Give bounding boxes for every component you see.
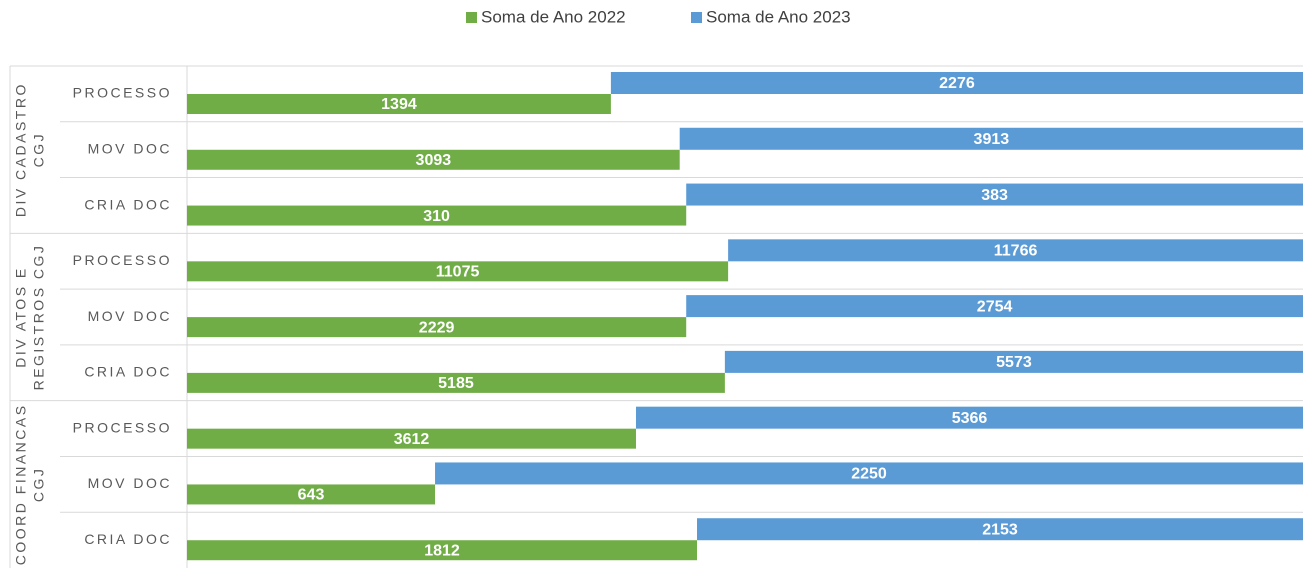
category-label: PROCESSO — [73, 252, 172, 268]
bar — [187, 261, 729, 282]
value-label: 3093 — [416, 152, 452, 169]
group-label: DIV ATOS E — [13, 266, 29, 368]
bar — [187, 484, 436, 505]
value-label: 5573 — [996, 354, 1032, 371]
value-label: 643 — [298, 487, 325, 504]
value-label: 2754 — [977, 298, 1013, 315]
category-label: MOV DOC — [88, 140, 172, 156]
legend-label: Soma de Ano 2022 — [481, 7, 626, 26]
value-label: 2250 — [851, 466, 887, 483]
group-label: COORD FINANCAS — [13, 403, 29, 565]
category-label: CRIA DOC — [84, 531, 172, 547]
legend-swatch — [466, 12, 477, 23]
bar — [187, 372, 725, 393]
value-label: 11075 — [436, 264, 480, 281]
value-label: 5366 — [952, 410, 988, 427]
bar — [187, 205, 687, 226]
bar — [187, 428, 636, 449]
bar — [635, 406, 1303, 429]
bar — [724, 350, 1303, 373]
bar — [728, 239, 1303, 262]
bar — [187, 317, 687, 338]
bar — [686, 183, 1303, 206]
legend-swatch — [691, 12, 702, 23]
group-label: CGJ — [31, 467, 47, 503]
legend-label: Soma de Ano 2023 — [706, 7, 851, 26]
bar — [435, 462, 1303, 485]
value-label: 5185 — [438, 375, 474, 392]
group-label: DIV CADASTRO — [13, 82, 29, 217]
bar — [187, 94, 611, 114]
value-label: 2229 — [419, 319, 455, 336]
bar — [610, 72, 1303, 94]
value-label: 3913 — [974, 131, 1010, 148]
bar — [187, 149, 680, 170]
bar — [679, 127, 1303, 150]
group-label: REGISTROS CGJ — [31, 244, 47, 391]
category-label: PROCESSO — [73, 85, 172, 101]
category-label: MOV DOC — [88, 475, 172, 491]
category-label: CRIA DOC — [84, 364, 172, 380]
value-label: 2153 — [982, 521, 1018, 538]
value-label: 2276 — [939, 75, 975, 92]
category-label: PROCESSO — [73, 419, 172, 435]
value-label: 1394 — [381, 96, 417, 113]
category-label: CRIA DOC — [84, 196, 172, 212]
bar — [697, 518, 1303, 541]
category-label: MOV DOC — [88, 308, 172, 324]
group-label: CGJ — [31, 132, 47, 168]
bar — [686, 295, 1303, 318]
value-label: 3612 — [394, 431, 430, 448]
value-label: 1812 — [424, 542, 460, 559]
value-label: 310 — [423, 208, 450, 225]
bar — [187, 540, 698, 561]
value-label: 383 — [981, 187, 1008, 204]
value-label: 11766 — [994, 243, 1038, 260]
